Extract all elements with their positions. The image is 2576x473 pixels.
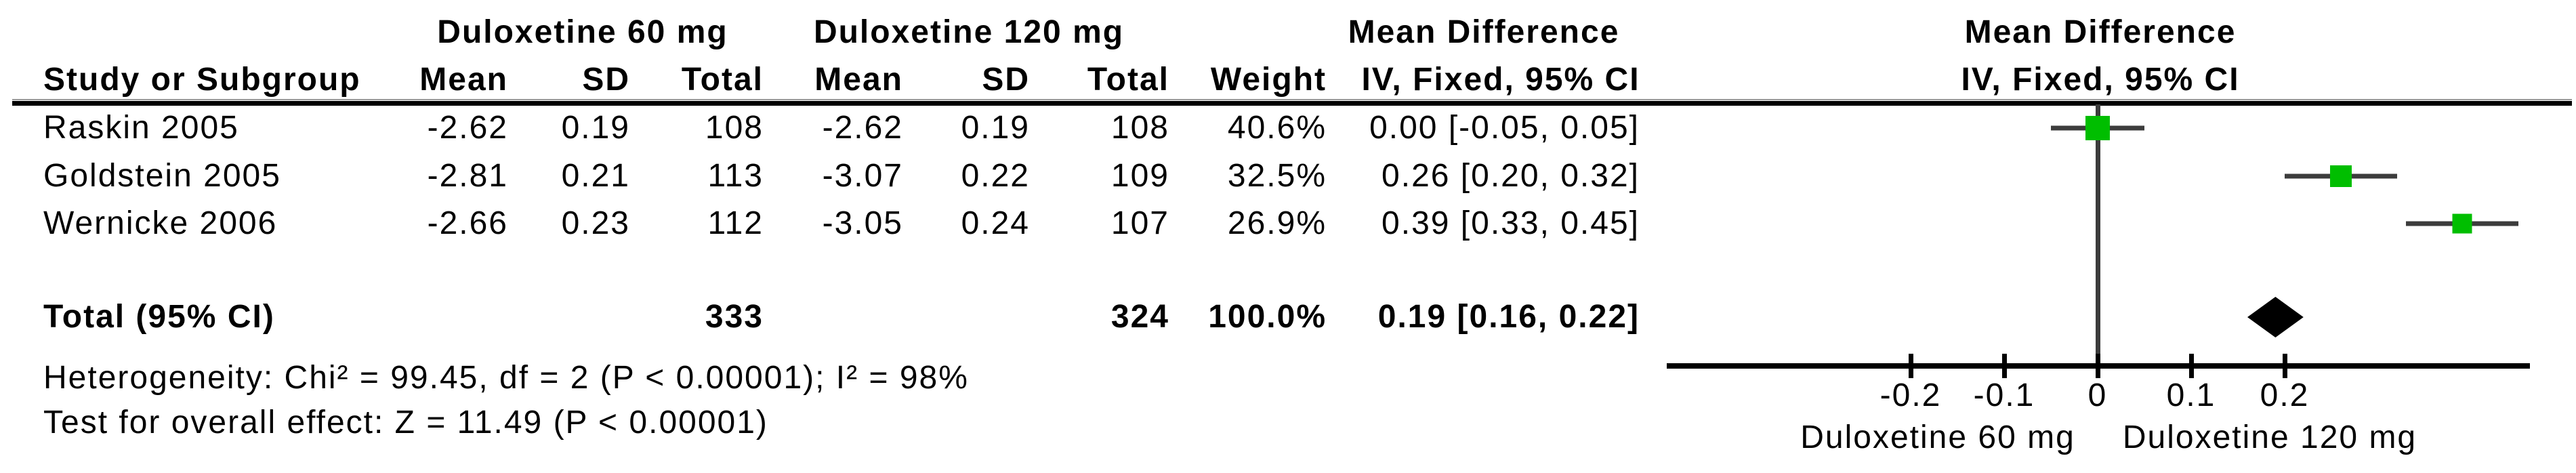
study-name: Goldstein 2005 bbox=[43, 157, 281, 194]
heterogeneity-text: Heterogeneity: Chi² = 99.45, df = 2 (P <… bbox=[43, 360, 969, 396]
g1-total-value: 113 bbox=[707, 157, 764, 194]
g2-sd-col-header: SD bbox=[982, 62, 1030, 98]
g2-total-col-header: Total bbox=[1087, 62, 1169, 98]
total-weight: 100.0% bbox=[1208, 299, 1327, 335]
g2-mean-value: -2.62 bbox=[822, 110, 903, 146]
xlabel-left: Duloxetine 60 mg bbox=[1800, 419, 2075, 455]
total-row-label: Total (95% CI) bbox=[43, 299, 275, 335]
g1-total-value: 112 bbox=[707, 205, 764, 241]
g2-total-value: 107 bbox=[1110, 205, 1169, 241]
axis-tick-label: -0.1 bbox=[1973, 377, 2035, 413]
g2-mean-value: -3.05 bbox=[822, 205, 903, 241]
ci-text: 0.00 [-0.05, 0.05] bbox=[1369, 110, 1640, 146]
g1-mean-value: -2.62 bbox=[427, 110, 508, 146]
ci-text: 0.39 [0.33, 0.45] bbox=[1382, 205, 1640, 241]
group2-header: Duloxetine 120 mg bbox=[813, 14, 1125, 50]
total-n-group2: 324 bbox=[1110, 299, 1169, 335]
g1-total-value: 108 bbox=[705, 110, 764, 146]
axis-tick-label: 0.2 bbox=[2260, 377, 2310, 413]
weight-value: 40.6% bbox=[1227, 110, 1327, 146]
total-effect-diamond bbox=[2247, 297, 2304, 337]
g1-sd-value: 0.19 bbox=[561, 110, 630, 146]
ci-col-header: IV, Fixed, 95% CI bbox=[1361, 62, 1640, 98]
total-ci-text: 0.19 [0.16, 0.22] bbox=[1377, 299, 1640, 335]
g2-mean-value: -3.07 bbox=[822, 157, 903, 194]
g1-mean-col-header: Mean bbox=[419, 62, 508, 98]
zero-reference-line bbox=[2096, 104, 2100, 366]
g1-total-col-header: Total bbox=[681, 62, 764, 98]
axis-tick bbox=[1908, 354, 1913, 378]
effect-header-plot: Mean Difference bbox=[1964, 14, 2237, 50]
weight-col-header: Weight bbox=[1210, 62, 1327, 98]
weight-value: 26.9% bbox=[1227, 205, 1327, 241]
axis-tick bbox=[2188, 354, 2194, 378]
axis-tick-label: 0.1 bbox=[2166, 377, 2216, 413]
axis-tick bbox=[2095, 354, 2100, 378]
total-n-group1: 333 bbox=[705, 299, 764, 335]
study-name: Raskin 2005 bbox=[43, 110, 239, 146]
header-separator-line bbox=[12, 101, 2572, 106]
effect-square-marker bbox=[2452, 213, 2472, 234]
g2-sd-value: 0.24 bbox=[961, 205, 1030, 241]
header-separator-shadow bbox=[12, 99, 2572, 100]
xlabel-right: Duloxetine 120 mg bbox=[2122, 419, 2417, 455]
g1-sd-value: 0.23 bbox=[561, 205, 630, 241]
effect-square-marker bbox=[2085, 116, 2110, 140]
study-col-header: Study or Subgroup bbox=[43, 62, 361, 98]
g2-mean-col-header: Mean bbox=[814, 62, 903, 98]
g2-total-value: 109 bbox=[1110, 157, 1169, 194]
g2-total-value: 108 bbox=[1110, 110, 1169, 146]
overall-effect-text: Test for overall effect: Z = 11.49 (P < … bbox=[43, 405, 768, 440]
effect-square-marker bbox=[2329, 165, 2352, 187]
group1-header: Duloxetine 60 mg bbox=[437, 14, 728, 50]
g1-mean-value: -2.66 bbox=[427, 205, 508, 241]
weight-value: 32.5% bbox=[1227, 157, 1327, 194]
effect-header-table: Mean Difference bbox=[1348, 14, 1620, 50]
g2-sd-value: 0.22 bbox=[961, 157, 1030, 194]
ci-text: 0.26 [0.20, 0.32] bbox=[1382, 157, 1640, 194]
axis-tick bbox=[2001, 354, 2007, 378]
axis-tick-label: 0 bbox=[2087, 377, 2108, 413]
study-name: Wernicke 2006 bbox=[43, 205, 278, 241]
axis-tick bbox=[2282, 354, 2287, 378]
g1-mean-value: -2.81 bbox=[427, 157, 508, 194]
g2-sd-value: 0.19 bbox=[961, 110, 1030, 146]
g1-sd-col-header: SD bbox=[582, 62, 630, 98]
axis-tick-label: -0.2 bbox=[1879, 377, 1942, 413]
g1-sd-value: 0.21 bbox=[561, 157, 630, 194]
plot-method-header: IV, Fixed, 95% CI bbox=[1961, 62, 2240, 98]
